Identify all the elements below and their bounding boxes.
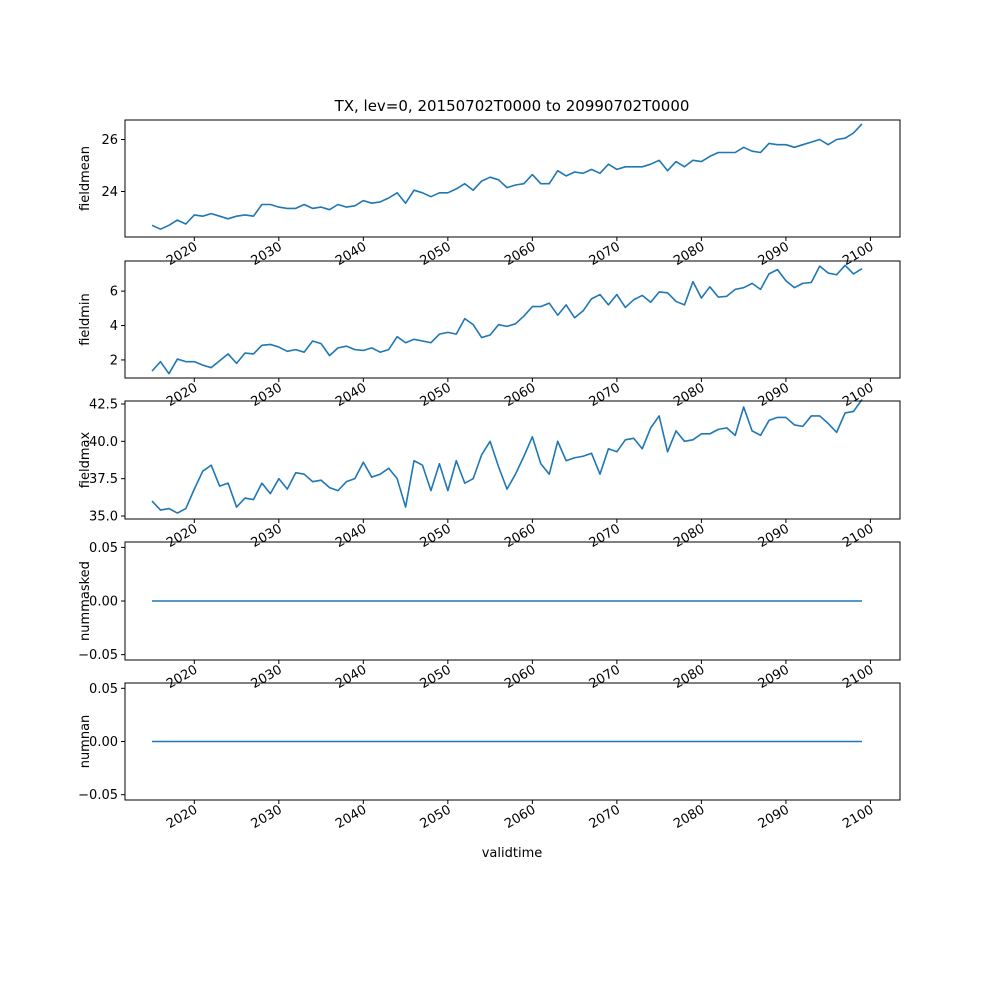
y-tick-label: 0.05	[89, 682, 118, 697]
x-tick-label: 2020	[164, 239, 200, 269]
x-tick-label: 2070	[587, 802, 623, 832]
subplot-fieldmin: 2 4 6 fieldmin 2020 2030 2040 2050 2060 2070 2080 2…	[78, 260, 901, 410]
y-tick-label: −0.05	[78, 648, 118, 663]
y-tick-label: 40.0	[89, 435, 118, 450]
y-tick-label: 24	[101, 185, 118, 200]
x-tick-label: 2100	[840, 662, 876, 692]
x-tick-label: 2040	[333, 662, 369, 692]
x-tick-label: 2030	[249, 239, 285, 269]
x-tick-label: 2050	[418, 380, 454, 410]
x-axis-label: validtime	[482, 846, 543, 861]
subplot-numnan: 0.05 0.00 −0.05 numnan 2020 2030 2040 2050 2060 2…	[78, 682, 901, 832]
x-tick-label: 2080	[671, 521, 707, 551]
x-tick-label: 2060	[502, 380, 538, 410]
x-tick-label: 2040	[333, 521, 369, 551]
x-tick-label: 2080	[671, 239, 707, 269]
y-tick-label: 26	[101, 133, 118, 148]
x-tick-label: 2070	[587, 380, 623, 410]
y-axis-label: fieldmin	[78, 293, 93, 346]
y-tick-label: 0.00	[89, 735, 118, 750]
x-tick-label: 2060	[502, 521, 538, 551]
series-line-fieldmax	[151, 399, 863, 514]
y-axis-label: fieldmean	[78, 146, 93, 211]
x-tick-label: 2040	[333, 239, 369, 269]
axes-frame	[124, 260, 901, 379]
x-tick-label: 2100	[840, 521, 876, 551]
y-tick-label: −0.05	[78, 788, 118, 803]
chart-title: TX, lev=0, 20150702T0000 to 20990702T000…	[334, 97, 690, 115]
x-tick-label: 2020	[164, 662, 200, 692]
x-tick-label: 2030	[249, 380, 285, 410]
x-tick-label: 2050	[418, 239, 454, 269]
x-tick-label: 2040	[333, 380, 369, 410]
y-tick-label: 0.00	[89, 595, 118, 610]
x-tick-label: 2060	[502, 662, 538, 692]
subplot-nummasked: 0.05 0.00 −0.05 nummasked 2020 2030 2040 2050 20…	[78, 541, 901, 692]
y-axis-label: nummasked	[78, 561, 93, 641]
x-tick-label: 2100	[840, 239, 876, 269]
y-axis-label: fieldmax	[78, 432, 93, 489]
subplot-fieldmax: 35.0 37.5 40.0 42.5 fieldmax 2020 2030 2040 2050…	[78, 397, 901, 551]
y-axis-label: numnan	[78, 715, 93, 769]
y-tick-label: 37.5	[89, 472, 118, 487]
x-tick-label: 2070	[587, 662, 623, 692]
x-tick-label: 2080	[671, 662, 707, 692]
series-line-fieldmin	[151, 264, 863, 375]
x-tick-label: 2070	[587, 521, 623, 551]
axes-frame	[124, 400, 901, 520]
x-tick-label: 2090	[756, 521, 792, 551]
y-tick-label: 4	[110, 319, 118, 334]
subplot-fieldmean: 24 26 fieldmean 2020 2030 2040 2050 2060 2070 208…	[78, 119, 901, 269]
x-tick-label: 2030	[249, 802, 285, 832]
x-tick-label: 2090	[756, 802, 792, 832]
x-tick-label: 2050	[418, 802, 454, 832]
y-tick-label: 0.05	[89, 541, 118, 556]
x-tick-label: 2090	[756, 239, 792, 269]
x-tick-label: 2100	[840, 802, 876, 832]
x-tick-label: 2020	[164, 521, 200, 551]
x-tick-label: 2050	[418, 521, 454, 551]
x-tick-label: 2020	[164, 380, 200, 410]
x-tick-label: 2090	[756, 662, 792, 692]
x-tick-label: 2040	[333, 802, 369, 832]
x-tick-label: 2050	[418, 662, 454, 692]
x-tick-label: 2080	[671, 380, 707, 410]
x-tick-label: 2060	[502, 239, 538, 269]
x-tick-label: 2080	[671, 802, 707, 832]
x-tick-label: 2020	[164, 802, 200, 832]
y-tick-label: 6	[110, 285, 118, 300]
y-tick-label: 42.5	[89, 397, 118, 412]
y-tick-label: 2	[110, 353, 118, 368]
x-tick-label: 2030	[249, 521, 285, 551]
x-tick-label: 2030	[249, 662, 285, 692]
x-tick-label: 2070	[587, 239, 623, 269]
x-tick-label: 2060	[502, 802, 538, 832]
x-tick-label: 2090	[756, 380, 792, 410]
y-tick-label: 35.0	[89, 510, 118, 525]
axes-frame	[124, 119, 901, 238]
series-line-fieldmean	[151, 123, 863, 230]
